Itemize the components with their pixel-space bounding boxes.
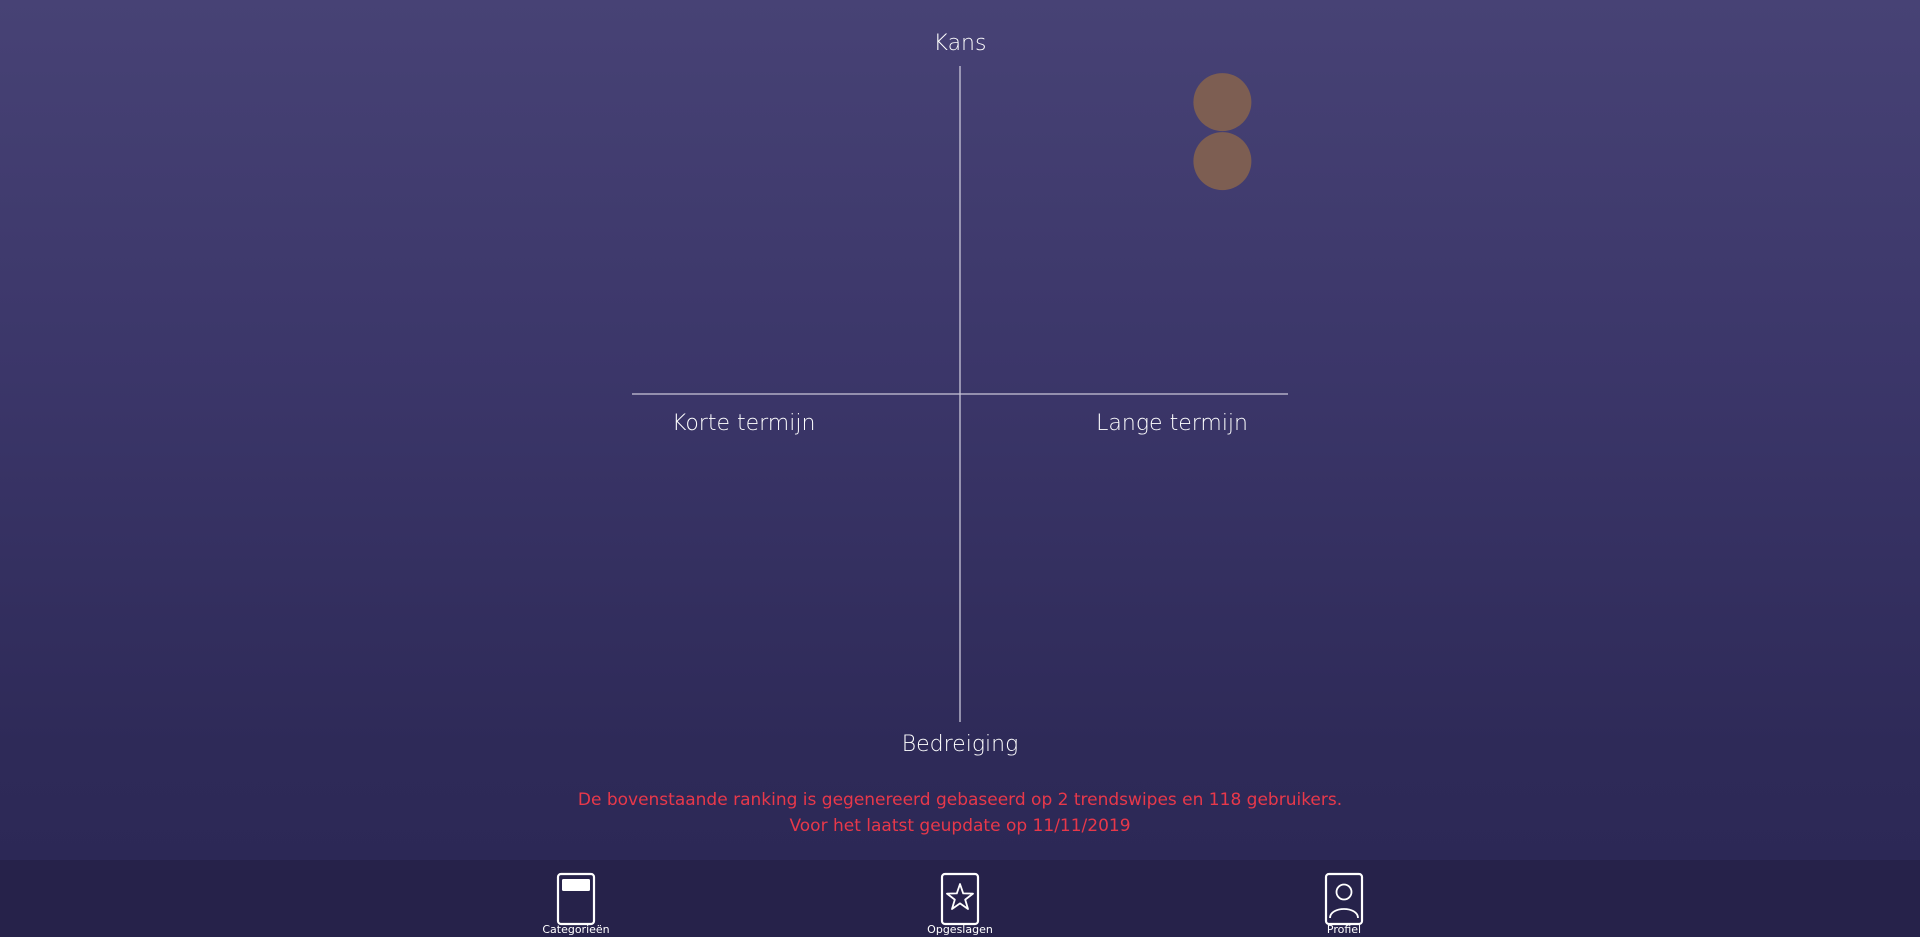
categories-card-icon bbox=[556, 872, 596, 926]
profile-icon bbox=[1324, 872, 1364, 926]
nav-label-profile: Profiel bbox=[1326, 923, 1362, 936]
trend-points bbox=[1193, 73, 1252, 191]
ranking-info-line-1: De bovenstaande ranking is gegenereerd g… bbox=[577, 790, 1343, 810]
nav-label-categories: Categorieën bbox=[542, 923, 610, 936]
bottom-navigation: Categorieën Opgeslagen Profiel bbox=[0, 860, 1920, 937]
star-icon bbox=[940, 872, 980, 926]
trend-matrix-chart: Kans Bedreiging Korte termijn Lange term… bbox=[632, 31, 1288, 757]
axis-label-right: Lange termijn bbox=[1096, 411, 1248, 436]
axis-label-bottom: Bedreiging bbox=[902, 732, 1019, 757]
ranking-info-line-2: Voor het laatst geupdate op 11/11/2019 bbox=[789, 816, 1131, 836]
nav-item-profile[interactable]: Profiel bbox=[1284, 872, 1404, 936]
ranking-info: De bovenstaande ranking is gegenereerd g… bbox=[0, 787, 1920, 839]
trend-point-1[interactable] bbox=[1193, 73, 1252, 132]
nav-item-saved[interactable]: Opgeslagen bbox=[900, 872, 1020, 936]
nav-item-categories[interactable]: Categorieën bbox=[516, 872, 636, 936]
trend-point-2[interactable] bbox=[1193, 132, 1252, 191]
axis-label-top: Kans bbox=[934, 31, 987, 56]
axis-label-left: Korte termijn bbox=[672, 411, 815, 436]
nav-label-saved: Opgeslagen bbox=[927, 923, 993, 936]
